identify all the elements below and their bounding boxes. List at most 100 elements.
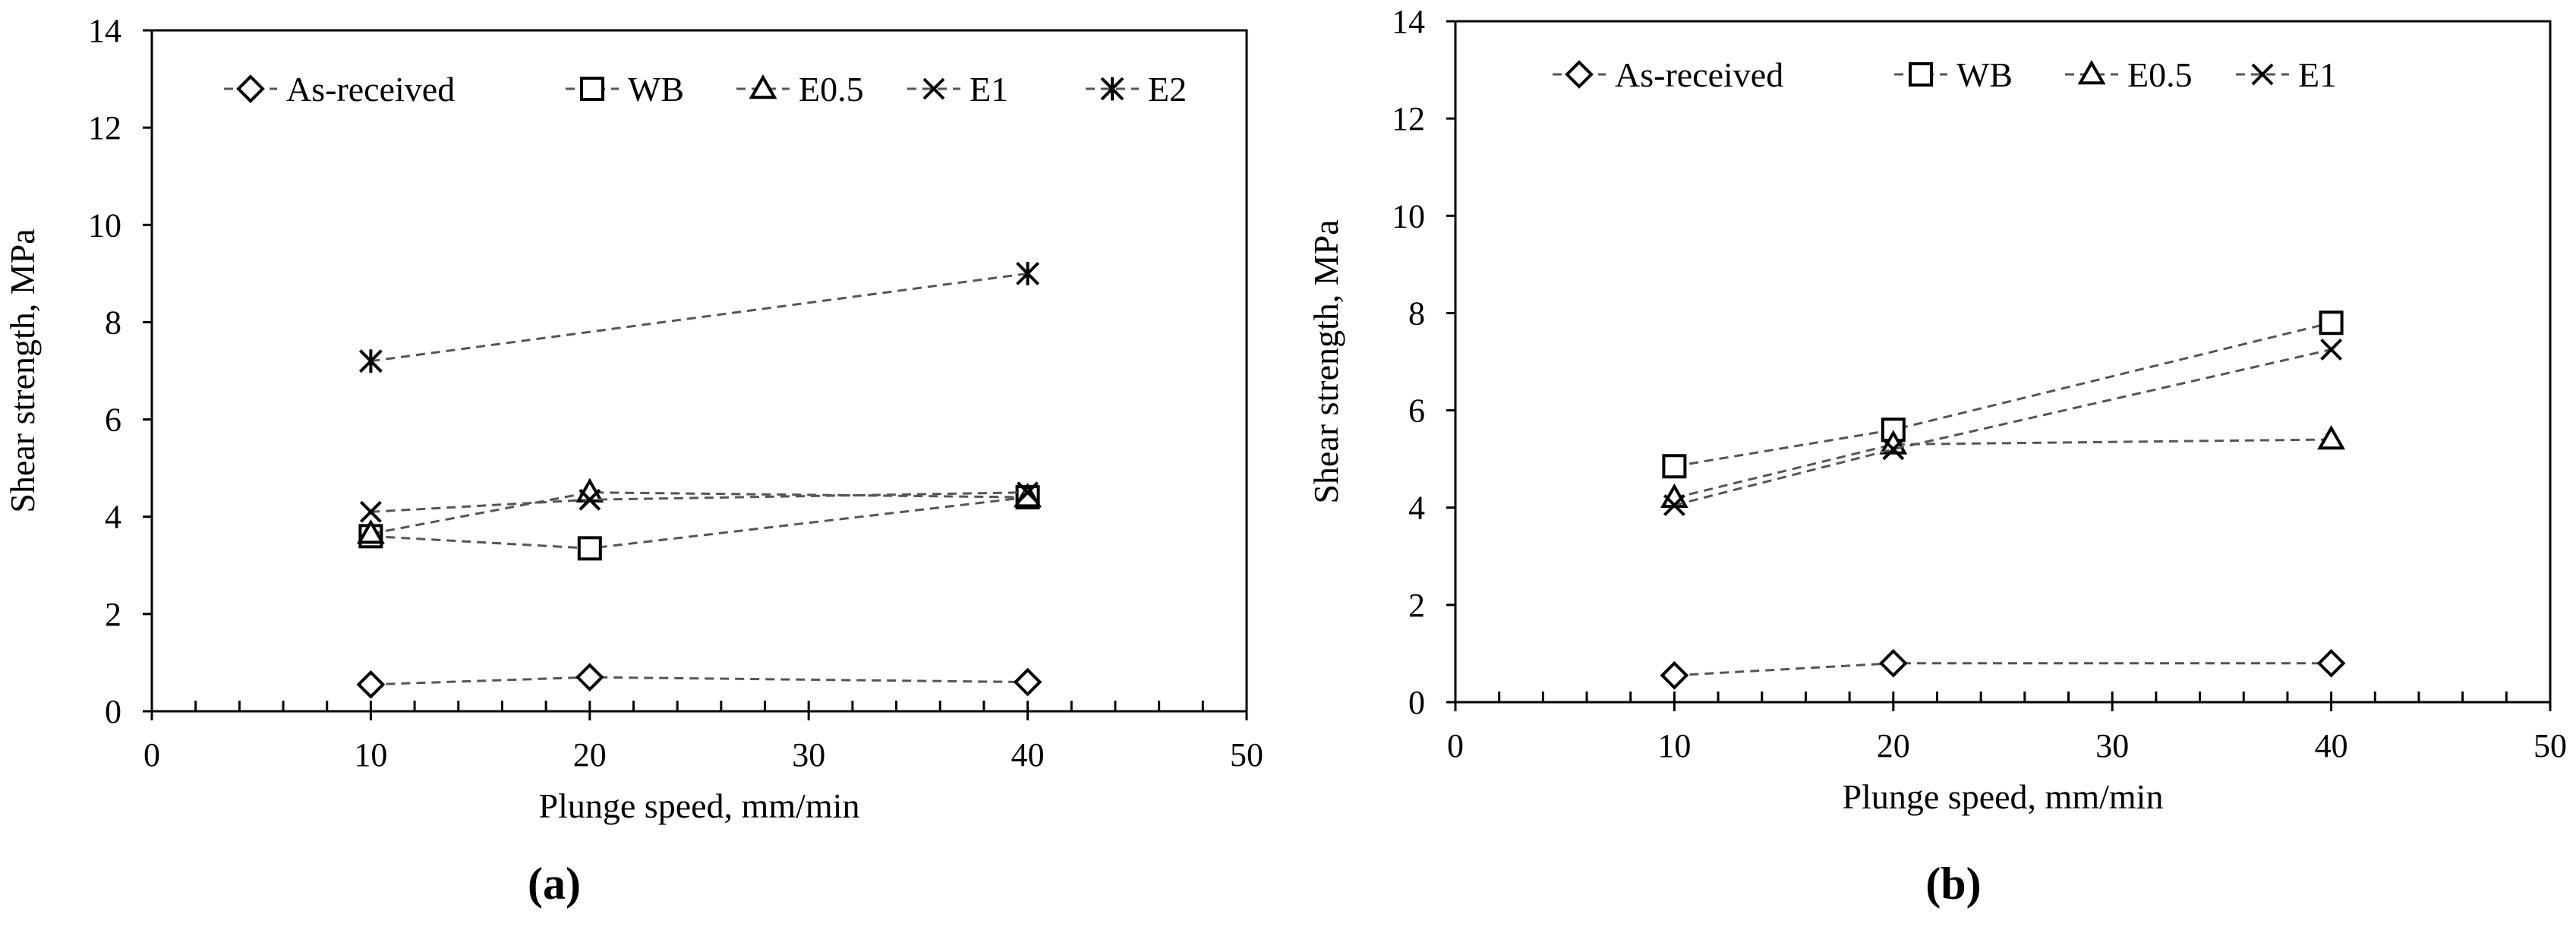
marker-square	[1881, 418, 1906, 443]
marker-diamond	[356, 670, 386, 699]
marker-stroke	[579, 488, 601, 511]
legend-label: E1	[970, 70, 1008, 109]
x-tick-label: 10	[354, 736, 387, 774]
x-tick-label: 0	[1447, 727, 1464, 764]
legend-item: As-received	[1553, 55, 1783, 94]
series-line	[1674, 662, 2332, 677]
y-tick-label: 6	[1408, 392, 1425, 430]
marker-triangle	[749, 74, 777, 99]
y-tick-label: 8	[105, 304, 121, 341]
marker-diamond	[1013, 667, 1042, 697]
legend-label: WB	[1956, 55, 2013, 94]
y-tick-label: 6	[105, 402, 121, 439]
marker-diamond	[575, 663, 604, 692]
y-tick-label: 4	[1408, 490, 1425, 527]
legend-label: E0.5	[2127, 55, 2193, 94]
marker-stroke	[1663, 494, 1685, 516]
marker-diamond	[2316, 648, 2346, 678]
x-tick-label: 10	[1657, 727, 1691, 764]
series-e2	[358, 261, 1040, 373]
marker-diamond	[1878, 648, 1908, 678]
legend-item: WB	[566, 70, 684, 109]
y-tick-label: 2	[105, 596, 121, 633]
legend-label: As-received	[286, 70, 455, 109]
panel-caption-a: (a)	[528, 859, 581, 909]
y-tick-label: 0	[105, 693, 121, 730]
legend-label: E2	[1148, 70, 1187, 109]
legend-item: WB	[1894, 55, 2013, 94]
legend-item: E0.5	[2065, 55, 2193, 94]
y-tick-label: 14	[1392, 3, 1425, 40]
y-axis-label: Shear strength, MPa	[1307, 219, 1345, 503]
marker-x	[2320, 339, 2343, 361]
series-line	[1674, 321, 2332, 468]
marker-stroke	[1882, 438, 1905, 461]
x-axis-label: Plunge speed, mm/min	[1843, 777, 2164, 816]
y-tick-label: 12	[1392, 100, 1425, 137]
x-tick-label: 40	[1011, 736, 1045, 774]
marker-square	[1909, 62, 1933, 87]
y-tick-label: 2	[1408, 587, 1425, 624]
marker-x	[1017, 481, 1039, 504]
legend-item: E0.5	[736, 70, 864, 109]
marker-x	[2251, 63, 2274, 86]
x-tick-label: 50	[2533, 727, 2567, 764]
legend: As-received WB E0.5 E1	[1553, 55, 2337, 94]
series-as-received	[356, 663, 1042, 699]
marker-asterisk	[358, 349, 383, 373]
series-e1	[1663, 339, 2343, 516]
legend-label: As-received	[1615, 55, 1783, 94]
series-e0-5	[356, 477, 1042, 544]
y-tick-label: 10	[88, 206, 121, 244]
series-as-received	[1660, 648, 2346, 690]
marker-x	[359, 500, 382, 523]
marker-square	[577, 536, 602, 561]
x-axis-label: Plunge speed, mm/min	[539, 786, 860, 825]
legend: As-received WB E0.5 E1 E2	[224, 70, 1187, 109]
y-tick-label: 0	[1408, 684, 1425, 721]
plot-frame	[1454, 20, 2552, 704]
y-tick-label: 10	[1392, 197, 1425, 235]
marker-stroke	[2320, 339, 2343, 361]
x-tick-label: 20	[1877, 727, 1910, 764]
legend-item: As-received	[224, 70, 455, 109]
series-wb	[358, 485, 1040, 561]
series-line	[370, 272, 1028, 363]
x-tick-label: 20	[573, 736, 607, 774]
marker-square	[2319, 310, 2344, 336]
y-tick-label: 8	[1408, 295, 1425, 332]
y-axis-label: Shear strength, MPa	[3, 228, 42, 512]
x-tick-label: 30	[2095, 727, 2129, 764]
y-tick-label: 14	[88, 12, 121, 49]
legend-item: E1	[2236, 55, 2337, 94]
legend-label: E0.5	[799, 70, 864, 109]
plot-frame	[150, 29, 1248, 713]
marker-square	[1662, 454, 1687, 479]
marker-x	[579, 488, 601, 511]
legend-label: E1	[2298, 55, 2337, 94]
marker-triangle	[2317, 424, 2346, 450]
series-line	[370, 496, 1028, 550]
chart-panel-a: 0 10 20 30 40 50 0 2 4 6 8 10 12 14 Plunge speed, mm/m…	[3, 12, 1263, 825]
x-tick-label: 50	[1230, 736, 1263, 774]
marker-stroke	[1017, 481, 1039, 504]
marker-asterisk	[1016, 261, 1040, 285]
panel-caption-b: (b)	[1925, 859, 1982, 909]
marker-x	[1882, 438, 1905, 461]
marker-stroke	[922, 77, 945, 100]
legend-label: WB	[628, 70, 684, 109]
marker-stroke	[2251, 63, 2274, 86]
series-line	[370, 491, 1028, 535]
y-tick-label: 12	[88, 109, 121, 147]
marker-square	[580, 77, 604, 101]
series-line	[370, 676, 1028, 686]
marker-diamond	[1660, 660, 1689, 690]
marker-diamond	[236, 74, 265, 103]
marker-triangle	[356, 519, 385, 544]
marker-asterisk	[1100, 77, 1124, 101]
legend-item: E2	[1086, 70, 1187, 109]
series-line	[1674, 438, 2332, 499]
series-line	[1674, 348, 2332, 506]
x-tick-label: 40	[2315, 727, 2348, 764]
marker-triangle	[2077, 59, 2106, 85]
